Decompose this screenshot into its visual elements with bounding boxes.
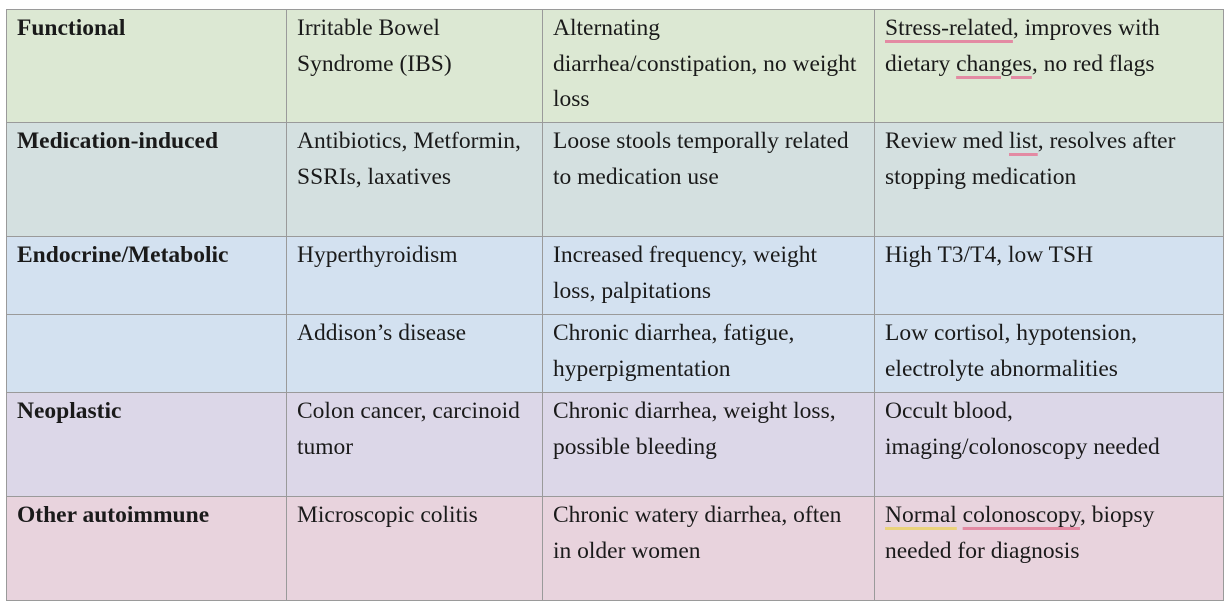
table-row-neoplastic: Neoplastic Colon cancer, carcinoid tumor…	[6, 392, 1224, 497]
table-row-autoimmune: Other autoimmune Microscopic colitis Chr…	[6, 496, 1224, 601]
notes-cell: Low cortisol, hypotension, electrolyte a…	[874, 314, 1224, 393]
condition-cell: Hyperthyroidism	[286, 236, 543, 315]
diagnosis-table: Functional Irritable Bowel Syndrome (IBS…	[6, 9, 1224, 601]
category-cell: Endocrine/Metabolic	[6, 236, 287, 315]
spellcheck-underline[interactable]: Stress-related	[885, 15, 1013, 41]
condition-cell: Microscopic colitis	[286, 496, 543, 601]
notes-text: , improves with dietary	[885, 15, 1160, 77]
condition-cell: Irritable Bowel Syndrome (IBS)	[286, 9, 543, 123]
notes-text: Review med	[885, 128, 1009, 154]
features-cell: Loose stools temporally related to medic…	[542, 122, 875, 237]
notes-text: , resolves after stopping medication	[885, 128, 1176, 190]
table-row-endocrine-2: Addison’s disease Chronic diarrhea, fati…	[6, 314, 1224, 393]
spellcheck-underline[interactable]: list	[1009, 128, 1038, 154]
category-cell: Neoplastic	[6, 392, 287, 497]
features-cell: Increased frequency, weight loss, palpit…	[542, 236, 875, 315]
condition-cell: Antibiotics, Metformin, SSRIs, laxatives	[286, 122, 543, 237]
features-cell: Chronic diarrhea, weight loss, possible …	[542, 392, 875, 497]
category-cell	[6, 314, 287, 393]
category-cell: Medication-induced	[6, 122, 287, 237]
notes-cell: High T3/T4, low TSH	[874, 236, 1224, 315]
table-row-medication: Medication-induced Antibiotics, Metformi…	[6, 122, 1224, 237]
features-cell: Chronic watery diarrhea, often in older …	[542, 496, 875, 601]
notes-cell: Occult blood, imaging/colonoscopy needed	[874, 392, 1224, 497]
features-cell: Alternating diarrhea/constipation, no we…	[542, 9, 875, 123]
spellcheck-underline[interactable]: changes	[956, 50, 1032, 77]
category-cell: Functional	[6, 9, 287, 123]
category-cell: Other autoimmune	[6, 496, 287, 601]
table-row-endocrine: Endocrine/Metabolic Hyperthyroidism Incr…	[6, 236, 1224, 315]
notes-cell: Review med list, resolves after stopping…	[874, 122, 1224, 237]
condition-cell: Colon cancer, carcinoid tumor	[286, 392, 543, 497]
notes-text: , biopsy needed for diagnosis	[885, 502, 1155, 564]
notes-cell: Stress-related, improves with dietary ch…	[874, 9, 1224, 123]
table-row-functional: Functional Irritable Bowel Syndrome (IBS…	[6, 9, 1224, 123]
spellcheck-underline[interactable]: colonoscopy	[962, 502, 1080, 528]
notes-cell: Normal colonoscopy, biopsy needed for di…	[874, 496, 1224, 601]
condition-cell: Addison’s disease	[286, 314, 543, 393]
features-cell: Chronic diarrhea, fatigue, hyperpigmenta…	[542, 314, 875, 393]
notes-text: , no red flags	[1031, 50, 1155, 77]
grammar-underline[interactable]: Normal	[885, 502, 957, 528]
